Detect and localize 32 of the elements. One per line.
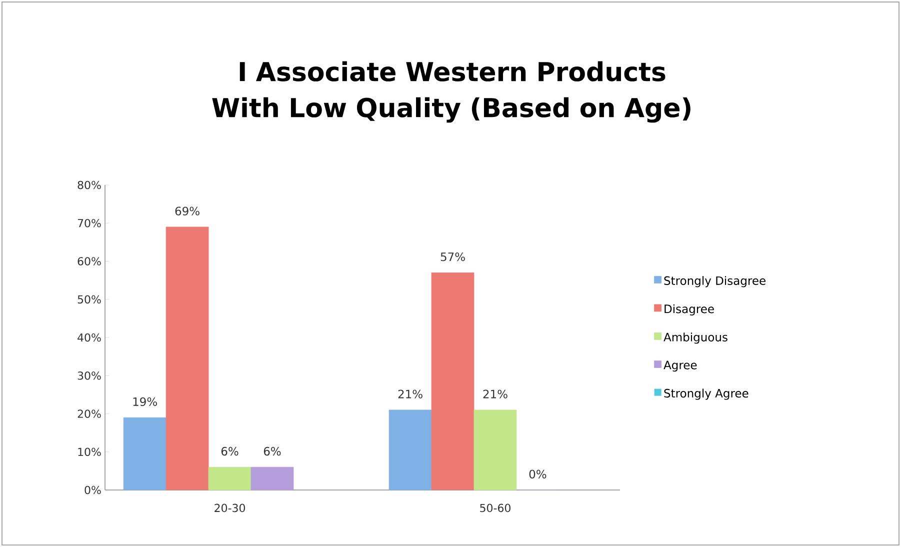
y-tick-label: 30% [78, 371, 101, 380]
data-label: 6% [221, 446, 238, 456]
bar [431, 272, 474, 490]
y-tick-label: 0% [84, 486, 101, 494]
bar [166, 226, 209, 490]
bar [123, 417, 166, 490]
y-tick-label: 80% [78, 180, 101, 190]
bar [250, 466, 294, 490]
chart-title: I Associate Western Products With Low Quality (Based on Age) [212, 61, 690, 123]
legend-label: Ambiguous [664, 332, 728, 344]
data-label: 0% [529, 470, 546, 478]
data-label: 21% [398, 390, 422, 398]
bar [474, 410, 517, 490]
legend-label: Strongly Agree [664, 388, 748, 400]
x-tick-label: 50-60 [480, 504, 510, 512]
data-label: 57% [440, 252, 465, 262]
data-label: 6% [264, 446, 281, 456]
y-tick-label: 60% [78, 257, 101, 266]
legend-label: Disagree [664, 304, 714, 316]
x-tick-label: 20-30 [214, 504, 246, 512]
y-tick-label: 10% [78, 448, 101, 456]
y-tick-label: 20% [78, 410, 101, 418]
bar [208, 466, 252, 490]
y-tick-label: 70% [78, 218, 101, 228]
legend-label: Strongly Disagree [664, 276, 766, 288]
data-label: 19% [133, 397, 157, 406]
bar [388, 410, 432, 490]
data-label: 21% [483, 390, 508, 398]
legend-label: Agree [664, 360, 697, 372]
data-label: 69% [175, 206, 200, 216]
y-tick-label: 50% [78, 295, 101, 304]
y-tick-label: 40% [78, 333, 101, 342]
